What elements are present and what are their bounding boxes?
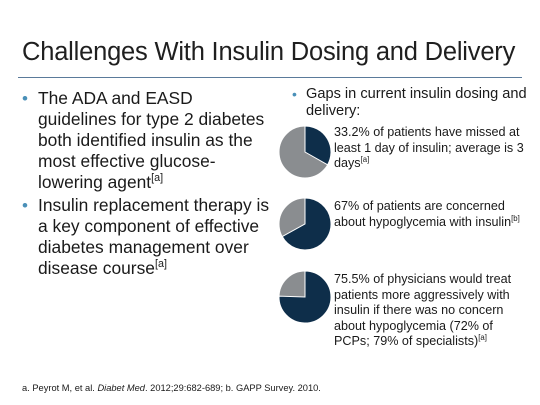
title-divider <box>18 77 522 78</box>
stat-item-3: 75.5% of physicians would treat patients… <box>278 270 528 370</box>
left-bullet-2-ref: [a] <box>154 258 167 271</box>
right-column: • Gaps in current insulin dosing and del… <box>290 86 530 120</box>
stat-item-1: 33.2% of patients have missed at least 1… <box>278 125 528 195</box>
slide-title: Challenges With Insulin Dosing and Deliv… <box>22 38 516 66</box>
stat-1-ref: [a] <box>360 154 370 164</box>
left-bullet-2-text: Insulin replacement therapy is a key com… <box>38 195 270 278</box>
footnote: a. Peyrot M, et al. Diabet Med. 2012;29:… <box>22 383 321 393</box>
pie-chart-icon <box>278 270 332 324</box>
left-bullet-1: • The ADA and EASD guidelines for type 2… <box>22 88 272 193</box>
stat-2-text: 67% of patients are concerned about hypo… <box>334 199 512 229</box>
left-bullet-1-ref: [a] <box>151 172 164 185</box>
bullet-dot-icon: • <box>22 196 28 215</box>
bullet-dot-icon: • <box>22 89 28 108</box>
gaps-heading-text: Gaps in current insulin dosing and deliv… <box>306 86 527 119</box>
gaps-heading: • Gaps in current insulin dosing and del… <box>290 86 530 120</box>
pie-slice <box>304 125 332 166</box>
left-bullet-list: • The ADA and EASD guidelines for type 2… <box>22 88 272 281</box>
pie-slice <box>278 270 332 324</box>
footnote-suffix: . 2012;29:682-689; b. GAPP Survey. 2010. <box>144 383 321 393</box>
pie-chart-icon <box>278 197 332 251</box>
stat-3-ref: [a] <box>478 332 487 342</box>
stat-item-2: 67% of patients are concerned about hypo… <box>278 197 528 267</box>
bullet-dot-icon: • <box>292 86 297 102</box>
stat-3-text: 75.5% of physicians would treat patients… <box>334 272 512 348</box>
pie-slice <box>281 197 332 251</box>
left-bullet-1-text: The ADA and EASD guidelines for type 2 d… <box>38 88 265 192</box>
footnote-journal: Diabet Med <box>97 383 145 393</box>
left-bullet-2: • Insulin replacement therapy is a key c… <box>22 195 272 279</box>
stat-2-ref: [b] <box>511 213 520 223</box>
stat-1-text: 33.2% of patients have missed at least 1… <box>334 125 524 170</box>
footnote-prefix: a. Peyrot M, et al. <box>22 383 98 393</box>
pie-chart-icon <box>278 125 332 179</box>
